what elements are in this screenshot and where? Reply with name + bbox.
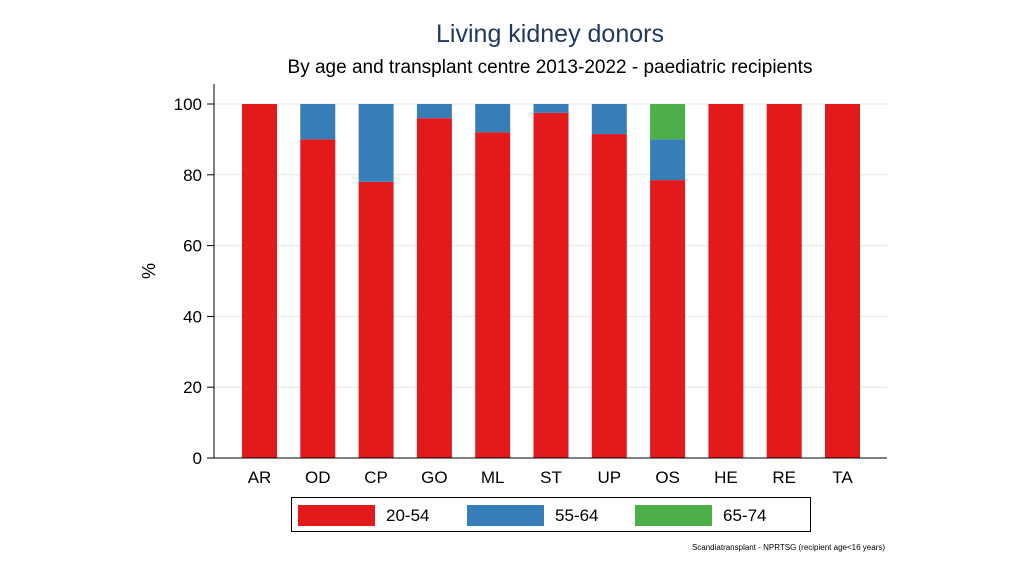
x-tick-label: RE <box>772 468 796 487</box>
x-tick-label: GO <box>421 468 447 487</box>
x-tick-label: TA <box>832 468 853 487</box>
legend-label: 65-74 <box>723 506 767 525</box>
bar-go-20-54 <box>416 118 452 458</box>
bar-he-20-54 <box>708 104 744 458</box>
bar-st-55-64 <box>533 104 569 113</box>
legend-swatch <box>635 505 712 526</box>
legend-label: 20-54 <box>386 506 430 525</box>
bar-up-55-64 <box>591 104 627 135</box>
bar-os-65-74 <box>650 104 686 140</box>
y-tick-label: 60 <box>183 237 202 256</box>
bar-cp-20-54 <box>358 181 394 458</box>
y-axis-label: % <box>139 263 159 279</box>
bar-cp-55-64 <box>358 104 394 182</box>
bar-ml-55-64 <box>475 104 511 133</box>
x-tick-label: CP <box>364 468 388 487</box>
bar-re-20-54 <box>766 104 802 458</box>
bar-ar-20-54 <box>242 104 277 458</box>
x-tick-label: UP <box>597 468 621 487</box>
legend: 20-54 55-64 65-74 <box>291 497 811 532</box>
bar-up-20-54 <box>591 134 627 458</box>
axes: 0 20 40 60 80 100 AR OD CP GO ML ST UP OS HE RE TA <box>174 84 887 487</box>
bar-stacks <box>242 104 860 459</box>
bar-os-55-64 <box>650 139 686 181</box>
bar-od-55-64 <box>300 104 336 140</box>
bar-od-20-54 <box>300 139 336 458</box>
x-tick-label: OD <box>305 468 331 487</box>
bar-st-20-54 <box>533 112 569 458</box>
bar-ml-20-54 <box>475 132 511 458</box>
source-note: Scandiatransplant - NPRTSG (recipient ag… <box>691 543 885 552</box>
chart-subtitle: By age and transplant centre 2013-2022 -… <box>287 57 813 78</box>
x-tick-label: OS <box>655 468 680 487</box>
bar-os-20-54 <box>650 180 686 459</box>
y-tick-label: 40 <box>183 307 202 326</box>
x-tick-label: HE <box>714 468 738 487</box>
bar-go-55-64 <box>416 104 452 119</box>
x-tick-label: ML <box>481 468 505 487</box>
y-tick-label: 20 <box>183 378 202 397</box>
y-tick-label: 0 <box>193 449 202 468</box>
y-tick-label: 80 <box>183 166 202 185</box>
legend-swatch <box>467 505 544 526</box>
legend-swatch <box>298 505 375 526</box>
x-tick-label: AR <box>248 468 272 487</box>
y-tick-label: 100 <box>174 95 202 114</box>
x-tick-label: ST <box>540 468 562 487</box>
chart-title: Living kidney donors <box>436 20 664 48</box>
bar-ta-20-54 <box>825 104 860 458</box>
legend-label: 55-64 <box>555 506 599 525</box>
